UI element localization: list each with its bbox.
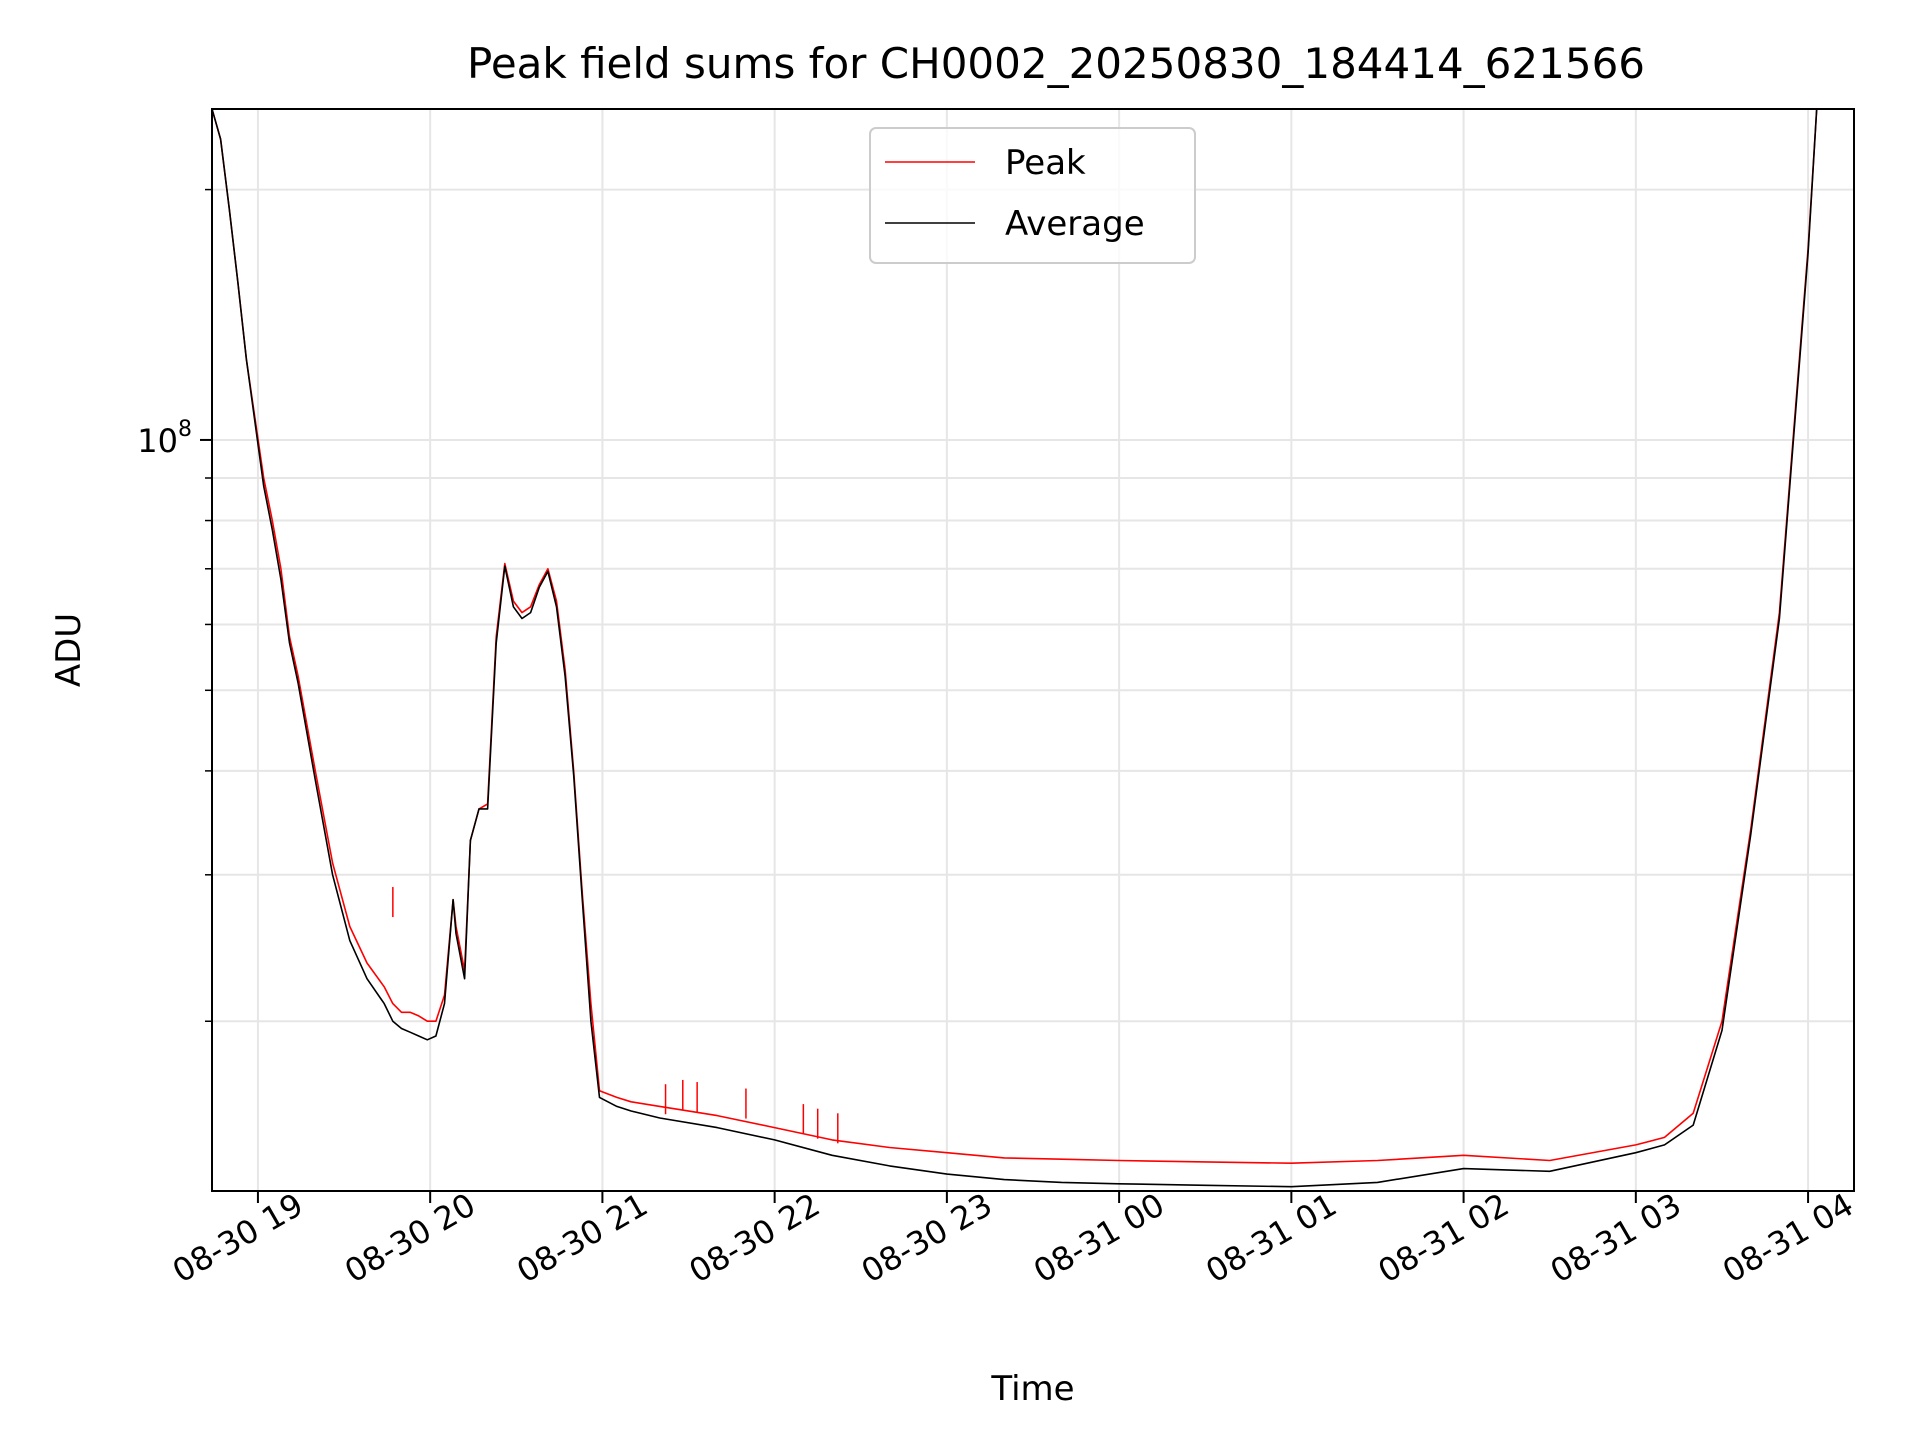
series-line-average	[212, 109, 1818, 1188]
y-axis: 108	[137, 188, 212, 1022]
y-tick-label: 108	[137, 417, 192, 460]
series-line-peak	[212, 109, 1818, 1164]
x-axis-label: Time	[990, 1369, 1074, 1409]
legend-label-average: Average	[1005, 204, 1145, 244]
plot-area	[212, 109, 1818, 1188]
y-axis-label: ADU	[49, 613, 89, 687]
plot-frame	[211, 108, 1855, 1192]
legend: Peak Average	[869, 127, 1196, 264]
chart-title: Peak field sums for CH0002_20250830_1844…	[467, 39, 1645, 88]
grid	[212, 109, 1854, 1191]
series-layer	[212, 109, 1818, 1188]
legend-label-peak: Peak	[1005, 143, 1086, 183]
